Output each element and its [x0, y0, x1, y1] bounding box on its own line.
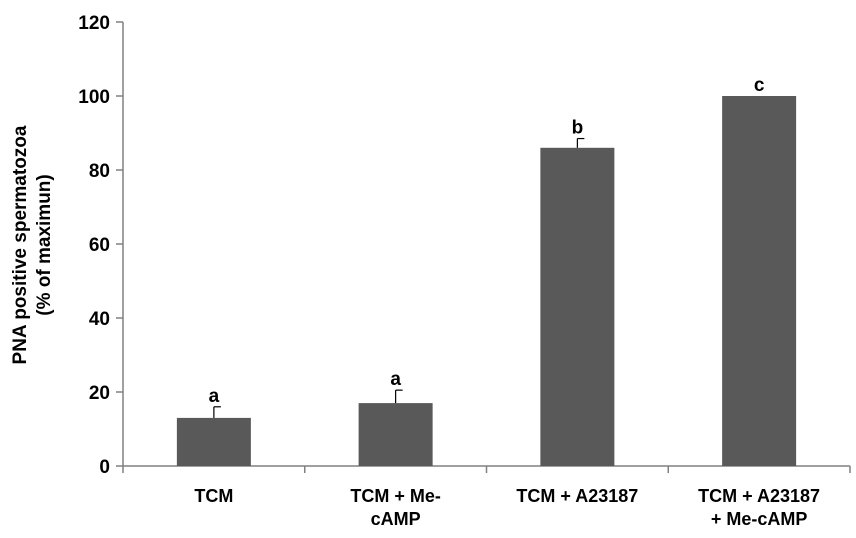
x-category-label: + Me-cAMP — [711, 509, 808, 529]
bar — [176, 417, 251, 466]
x-category-label: TCM + A23187 — [516, 486, 638, 506]
y-tick-label: 80 — [89, 161, 110, 182]
x-category-label: TCM + A23187 — [698, 486, 820, 506]
y-tick-label: 0 — [99, 457, 110, 478]
y-tick-label: 100 — [78, 87, 110, 108]
y-tick-label: 20 — [89, 383, 110, 404]
bar — [722, 96, 797, 466]
x-category-label: TCM + Me- — [350, 486, 441, 506]
y-tick-label: 120 — [78, 13, 110, 34]
y-tick-label: 40 — [89, 309, 110, 330]
y-axis-title-line-2: (% of maximun) — [34, 174, 55, 315]
bar — [358, 403, 433, 466]
significance-label: a — [209, 386, 220, 407]
x-category-label: cAMP — [371, 509, 421, 529]
y-tick-label: 60 — [89, 235, 110, 256]
significance-label: a — [390, 369, 401, 390]
x-category-label: TCM — [194, 486, 233, 506]
significance-label: c — [754, 75, 765, 96]
significance-label: b — [572, 118, 584, 139]
y-axis-title-line-1: PNA positive spermatozoa — [10, 125, 31, 364]
bar — [540, 147, 615, 467]
